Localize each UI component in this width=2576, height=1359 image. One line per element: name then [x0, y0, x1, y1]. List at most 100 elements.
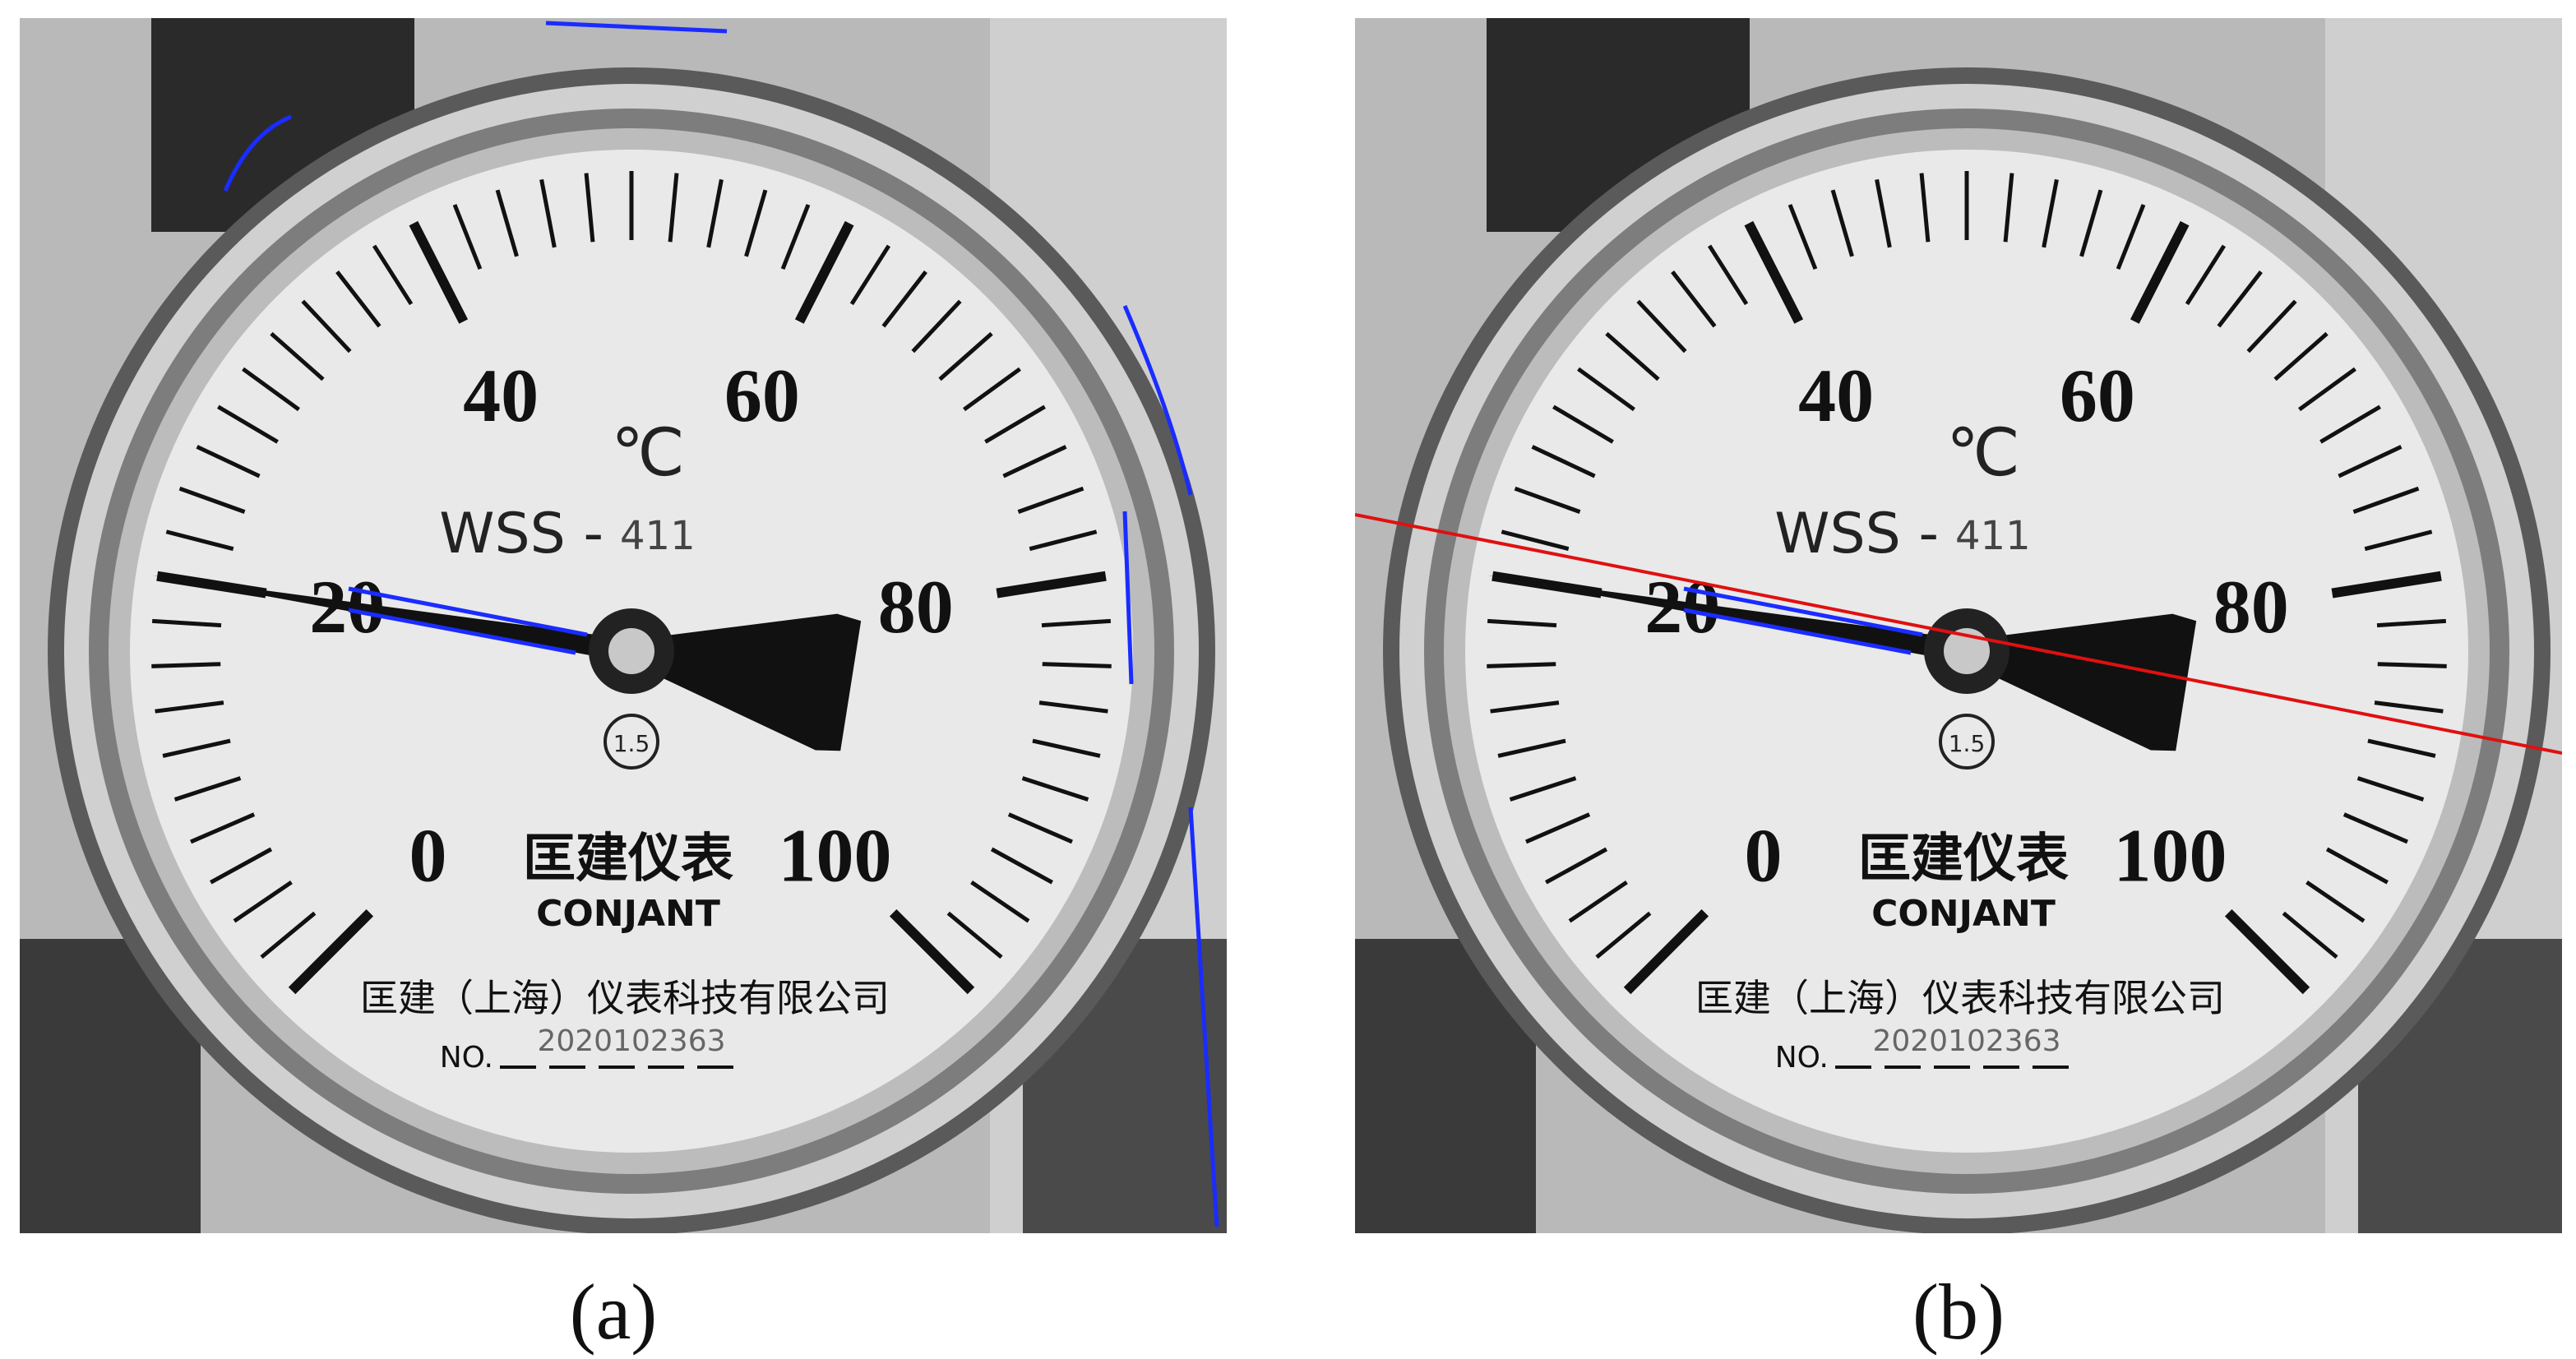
minor-tick	[849, 244, 891, 306]
serial-prefix: NO.	[440, 1041, 493, 1075]
minor-tick	[970, 880, 1030, 923]
minor-tick	[2356, 776, 2425, 802]
serial-number: 2020102363	[1872, 1024, 2060, 1058]
minor-tick	[1501, 529, 1570, 552]
minor-tick	[1525, 812, 1591, 844]
minor-tick	[780, 204, 811, 270]
scale-label-60: 60	[724, 354, 800, 437]
brand-english: CONJANT	[1871, 893, 2056, 935]
minor-tick	[452, 204, 483, 270]
needle-edge-detected	[348, 586, 588, 637]
major-tick	[1744, 220, 1804, 324]
minor-tick	[946, 911, 1003, 959]
minor-tick	[2352, 486, 2420, 514]
minor-tick	[668, 173, 679, 243]
needle-edge-detected-lower	[1683, 608, 1912, 655]
detected-edge	[1122, 305, 1193, 496]
minor-tick	[233, 880, 293, 923]
minor-tick	[744, 189, 768, 257]
minor-tick	[1577, 367, 1635, 412]
scale-label-100: 100	[2113, 813, 2227, 897]
minor-tick	[2319, 404, 2381, 444]
minor-tick	[2364, 529, 2433, 552]
minor-tick	[217, 404, 279, 444]
minor-tick	[1595, 911, 1652, 959]
minor-tick	[335, 270, 382, 328]
minor-tick	[2342, 812, 2408, 844]
minor-tick	[1605, 331, 1660, 381]
company-name: 匡建（上海）仪表科技有限公司	[1695, 976, 2225, 1020]
minor-tick	[242, 367, 300, 412]
scale-label-80: 80	[878, 565, 954, 649]
minor-tick	[2246, 299, 2297, 354]
major-tick	[2224, 908, 2310, 995]
scale-label-0: 0	[1745, 813, 1783, 897]
major-tick	[1623, 908, 1709, 995]
minor-tick	[173, 776, 242, 802]
brand-english: CONJANT	[536, 893, 720, 935]
minor-tick	[301, 299, 352, 354]
minor-tick	[539, 178, 557, 248]
minor-tick	[1041, 618, 1112, 628]
gauge-photo-b: 0 20 40 60 80 100 ℃ WSS - 411 1.5 匡建仪表 C…	[1355, 18, 2562, 1233]
company-name: 匡建（上海）仪表科技有限公司	[360, 976, 890, 1020]
minor-tick	[1029, 529, 1098, 552]
model-number: 411	[1955, 513, 2031, 559]
scale-ticks	[151, 171, 1112, 995]
needle-hub-cap	[608, 628, 654, 674]
minor-tick	[178, 486, 246, 514]
minor-tick	[2377, 662, 2447, 668]
scale-label-40: 40	[463, 354, 539, 437]
minor-tick	[1830, 189, 1854, 257]
serial-number: 2020102363	[537, 1024, 725, 1058]
minor-tick	[911, 299, 962, 354]
brand-chinese: 匡建仪表	[1858, 829, 2069, 890]
minor-tick	[2325, 847, 2389, 885]
fitted-needle-line	[1355, 513, 2562, 755]
minor-tick	[270, 331, 325, 381]
minor-tick	[1568, 880, 1628, 923]
minor-tick	[1514, 486, 1581, 514]
minor-tick	[151, 618, 222, 628]
minor-tick	[706, 178, 724, 248]
minor-tick	[2282, 911, 2338, 959]
minor-tick	[1707, 244, 1749, 306]
minor-tick	[1002, 445, 1067, 478]
minor-tick	[1636, 299, 1687, 354]
minor-tick	[1919, 173, 1931, 243]
minor-tick	[1671, 270, 1717, 328]
detected-edge	[545, 21, 728, 34]
gauge-svg-b: 0 20 40 60 80 100 ℃ WSS - 411 1.5 匡建仪表 C…	[1355, 18, 2562, 1233]
scale-label-100: 100	[778, 813, 891, 897]
major-tick	[2331, 571, 2442, 599]
minor-tick	[1021, 776, 1089, 802]
minor-tick	[2042, 178, 2059, 248]
minor-tick	[938, 331, 993, 381]
minor-tick	[2305, 880, 2366, 923]
minor-tick	[2273, 331, 2329, 381]
minor-tick	[2217, 270, 2263, 328]
brand-chinese: 匡建仪表	[523, 829, 733, 890]
minor-tick	[495, 189, 519, 257]
scale-labels: 0 20 40 60 80 100	[309, 354, 953, 897]
unit-label: ℃	[611, 414, 685, 491]
major-tick	[409, 220, 469, 324]
minor-tick	[210, 847, 273, 885]
minor-tick	[2185, 244, 2227, 306]
detected-edges	[223, 21, 1219, 1227]
minor-tick	[2374, 700, 2444, 714]
needle-hub-cap	[1944, 628, 1990, 674]
needle	[152, 575, 862, 751]
minor-tick	[260, 911, 317, 959]
minor-tick	[190, 812, 256, 844]
model-number: 411	[620, 513, 696, 559]
minor-tick	[151, 662, 221, 668]
minor-tick	[165, 529, 234, 552]
minor-tick	[1490, 700, 1560, 714]
caption-b: (b)	[1912, 1268, 2005, 1356]
accuracy-class-mark	[1939, 714, 1995, 770]
unit-label: ℃	[1946, 414, 2020, 491]
minor-tick	[372, 244, 414, 306]
detected-edge	[1188, 807, 1219, 1227]
accuracy-class-value: 1.5	[613, 730, 650, 757]
